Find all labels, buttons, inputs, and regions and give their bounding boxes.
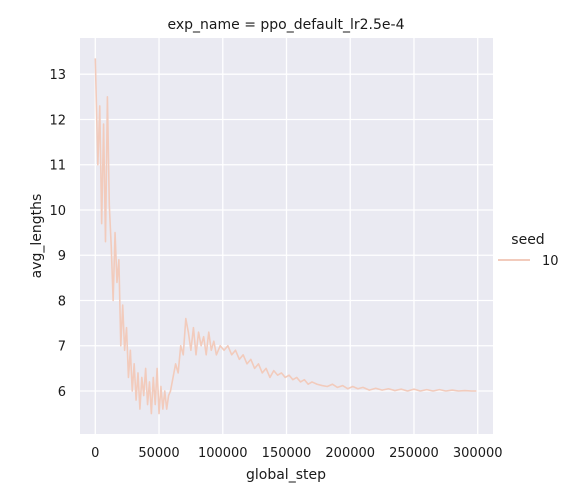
x-tick-label: 200000 bbox=[325, 446, 375, 461]
y-tick-label: 13 bbox=[49, 68, 66, 83]
y-tick-label: 7 bbox=[58, 340, 66, 355]
legend-entry-label: 10 bbox=[542, 254, 559, 269]
x-tick-label: 0 bbox=[91, 446, 99, 461]
y-tick-label: 9 bbox=[58, 249, 66, 264]
x-tick-label: 250000 bbox=[389, 446, 439, 461]
y-axis-label: avg_lengths bbox=[29, 194, 45, 279]
y-tick-label: 11 bbox=[49, 159, 66, 174]
chart-title: exp_name = ppo_default_lr2.5e-4 bbox=[168, 17, 405, 33]
y-tick-label: 10 bbox=[49, 204, 66, 219]
x-tick-label: 100000 bbox=[198, 446, 248, 461]
x-tick-label: 150000 bbox=[262, 446, 312, 461]
x-axis-label: global_step bbox=[246, 467, 326, 483]
y-tick-labels: 6 7 8 9 10 11 12 13 bbox=[49, 68, 66, 400]
legend-title: seed bbox=[511, 232, 544, 248]
x-tick-labels: 0 50000 100000 150000 200000 250000 300000 bbox=[91, 446, 502, 461]
y-tick-label: 6 bbox=[58, 385, 66, 400]
y-tick-label: 8 bbox=[58, 294, 66, 309]
legend: seed 10 bbox=[498, 232, 559, 269]
x-tick-label: 300000 bbox=[453, 446, 503, 461]
y-tick-label: 12 bbox=[49, 113, 66, 128]
x-tick-label: 50000 bbox=[138, 446, 179, 461]
